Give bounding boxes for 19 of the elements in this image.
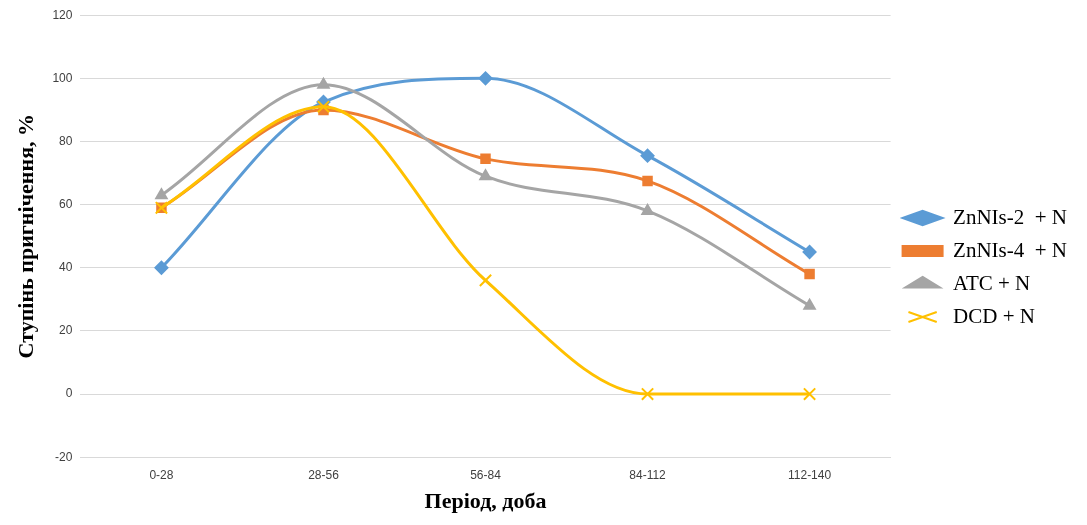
y-tick-label: 20 [59,323,73,338]
legend-label: DCD + N [953,303,1035,328]
legend-label: ZnNIs-2 + N [953,204,1068,229]
x-tick-label: 56-84 [470,467,502,482]
y-tick-label: 100 [52,70,73,85]
x-tick-label: 28-56 [308,467,340,482]
y-tick-label: 0 [65,386,73,401]
legend-label: ZnNIs-4 + N [953,237,1068,262]
y-tick-label: 40 [59,260,73,275]
x-tick-label: 0-28 [149,467,174,482]
y-tick-label: 60 [59,196,73,211]
x-tick-label: 112-140 [787,467,832,482]
x-tick-label: 84-112 [629,467,667,482]
y-tick-label: -20 [55,449,73,464]
legend-label: ATC + N [953,270,1031,295]
y-tick-label: 80 [59,133,73,148]
y-tick-label: 120 [52,7,73,22]
x-axis-title: Період, доба [424,488,547,514]
y-axis-title: Ступінь пригнічення, % [12,113,38,359]
